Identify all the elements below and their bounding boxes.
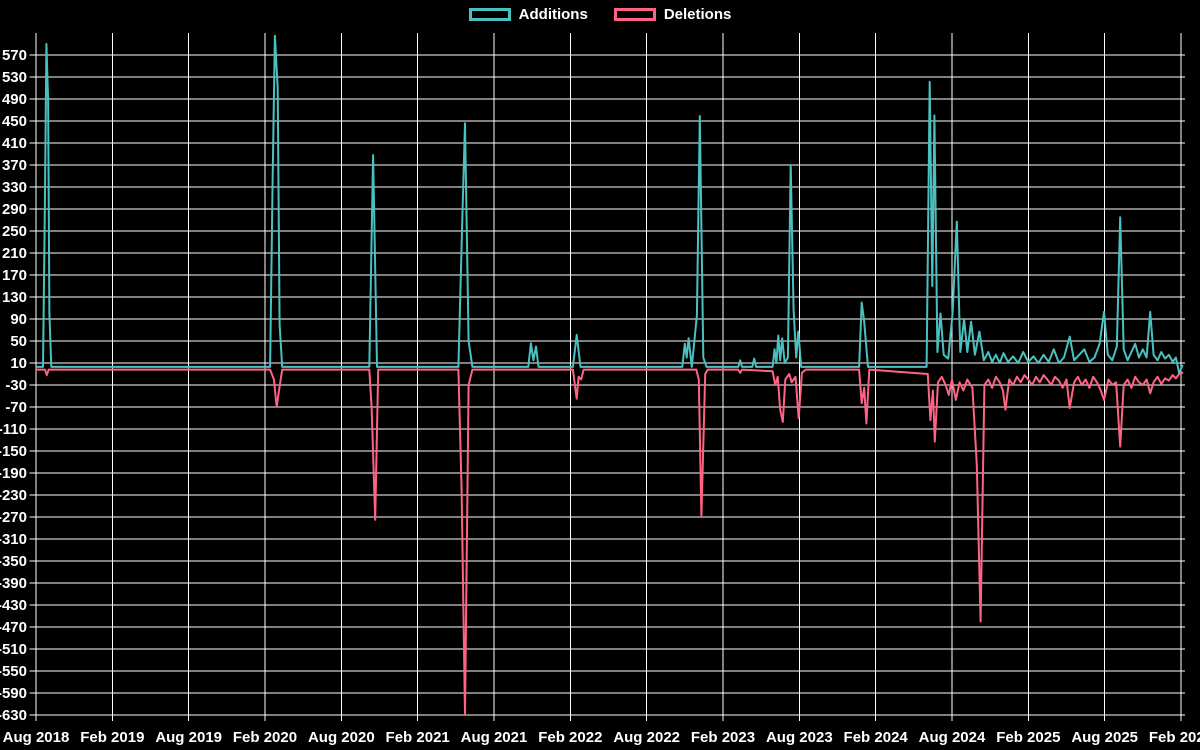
y-tick-label: 130 (2, 289, 27, 306)
legend-item-additions[interactable]: Additions (468, 6, 588, 23)
y-tick-label: -110 (0, 421, 27, 438)
legend-item-deletions[interactable]: Deletions (613, 6, 732, 23)
y-tick-label: -390 (0, 575, 27, 592)
y-tick-label: 90 (10, 311, 27, 328)
y-tick-label: 450 (2, 113, 27, 130)
x-tick-label: Feb 2026 (1149, 729, 1200, 746)
y-tick-label: -310 (0, 531, 27, 548)
legend-label-additions: Additions (518, 6, 588, 23)
y-tick-label: 50 (10, 333, 27, 350)
y-tick-label: -590 (0, 685, 27, 702)
y-tick-label: 410 (2, 135, 27, 152)
y-tick-label: -230 (0, 487, 27, 504)
additions-swatch-icon (468, 8, 511, 21)
y-tick-label: 170 (2, 267, 27, 284)
y-tick-label: 570 (2, 47, 27, 64)
y-tick-label: -470 (0, 619, 27, 636)
x-tick-label: Feb 2019 (80, 729, 144, 746)
y-tick-label: 250 (2, 223, 27, 240)
x-tick-label: Feb 2025 (996, 729, 1060, 746)
y-tick-label: -510 (0, 641, 27, 658)
x-tick-label: Aug 2023 (766, 729, 833, 746)
y-tick-label: 210 (2, 245, 27, 262)
chart-legend: Additions Deletions (0, 6, 1200, 23)
y-tick-label: -190 (0, 465, 27, 482)
x-tick-label: Feb 2022 (538, 729, 602, 746)
y-tick-label: -30 (5, 377, 27, 394)
y-tick-label: -550 (0, 663, 27, 680)
y-tick-label: 490 (2, 91, 27, 108)
x-tick-label: Aug 2018 (3, 729, 70, 746)
y-tick-label: 330 (2, 179, 27, 196)
y-tick-label: 370 (2, 157, 27, 174)
x-tick-label: Feb 2023 (691, 729, 755, 746)
x-tick-label: Aug 2024 (919, 729, 986, 746)
y-tick-label: -630 (0, 707, 27, 724)
additions-line (35, 34, 1184, 374)
x-tick-label: Feb 2021 (386, 729, 450, 746)
x-tick-label: Aug 2020 (308, 729, 375, 746)
legend-label-deletions: Deletions (663, 6, 732, 23)
x-tick-label: Aug 2021 (461, 729, 528, 746)
y-tick-label: -270 (0, 509, 27, 526)
x-tick-label: Feb 2024 (844, 729, 909, 746)
y-tick-label: -430 (0, 597, 27, 614)
y-tick-label: 10 (10, 355, 27, 372)
x-tick-label: Aug 2022 (613, 729, 680, 746)
y-tick-label: 290 (2, 201, 27, 218)
x-tick-label: Feb 2020 (233, 729, 297, 746)
deletions-line (35, 368, 1184, 716)
deletions-swatch-icon (613, 8, 656, 21)
x-tick-label: Aug 2019 (155, 729, 222, 746)
y-tick-label: -70 (5, 399, 27, 416)
y-tick-label: 530 (2, 69, 27, 86)
y-tick-label: -150 (0, 443, 27, 460)
y-tick-label: -350 (0, 553, 27, 570)
x-tick-label: Aug 2025 (1071, 729, 1138, 746)
